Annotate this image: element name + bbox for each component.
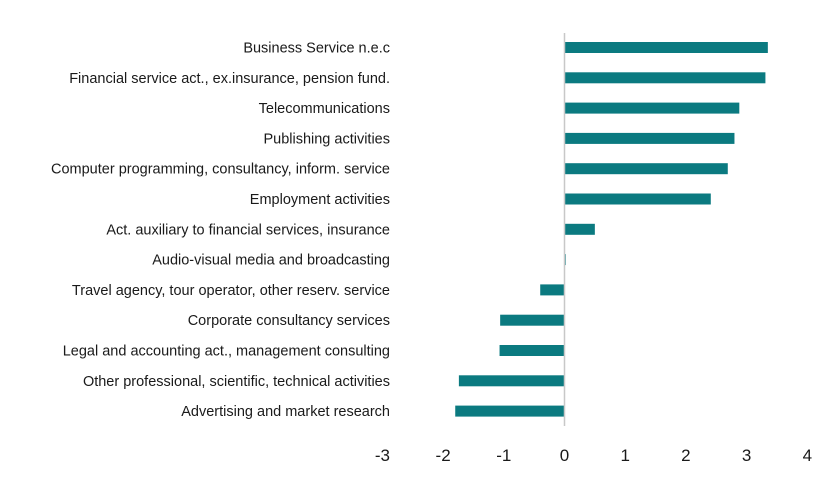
x-tick-label: 0 (560, 446, 569, 465)
x-tick-label: 4 (803, 446, 812, 465)
bar (540, 284, 565, 296)
x-tick-label: -3 (375, 446, 390, 465)
category-label: Business Service n.e.c (243, 41, 390, 57)
category-label: Travel agency, tour operator, other rese… (72, 283, 390, 299)
bar (564, 102, 740, 114)
bar (564, 163, 728, 175)
category-label: Telecommunications (259, 101, 390, 117)
category-labels: Business Service n.e.c Financial service … (51, 41, 390, 421)
category-label: Employment activities (250, 192, 390, 208)
bars (455, 42, 768, 417)
category-label: Corporate consultancy services (188, 313, 390, 329)
category-label: Computer programming, consultancy, infor… (51, 162, 390, 178)
category-label: Legal and accounting act., management co… (63, 344, 390, 360)
bar (564, 193, 711, 205)
x-tick-label: 1 (620, 446, 629, 465)
bar (564, 72, 766, 84)
bar (458, 375, 565, 387)
bar (455, 405, 565, 417)
x-tick-label: -1 (496, 446, 511, 465)
category-label: Act. auxiliary to financial services, in… (106, 222, 390, 238)
bar (564, 223, 595, 235)
bar (500, 314, 565, 326)
x-tick-label: 2 (681, 446, 690, 465)
bar (564, 42, 768, 53)
bar (499, 345, 565, 356)
category-label: Financial service act., ex.insurance, pe… (69, 71, 390, 87)
category-label: Audio-visual media and broadcasting (152, 253, 390, 269)
category-label: Advertising and market research (181, 404, 390, 420)
category-label: Other professional, scientific, technica… (83, 374, 390, 390)
x-tick-label: -2 (436, 446, 451, 465)
category-label: Publishing activities (263, 131, 390, 147)
bar (564, 132, 735, 144)
x-tick-label: 3 (742, 446, 751, 465)
x-tick-labels: -3 -2 -1 0 1 2 3 4 (375, 446, 812, 465)
